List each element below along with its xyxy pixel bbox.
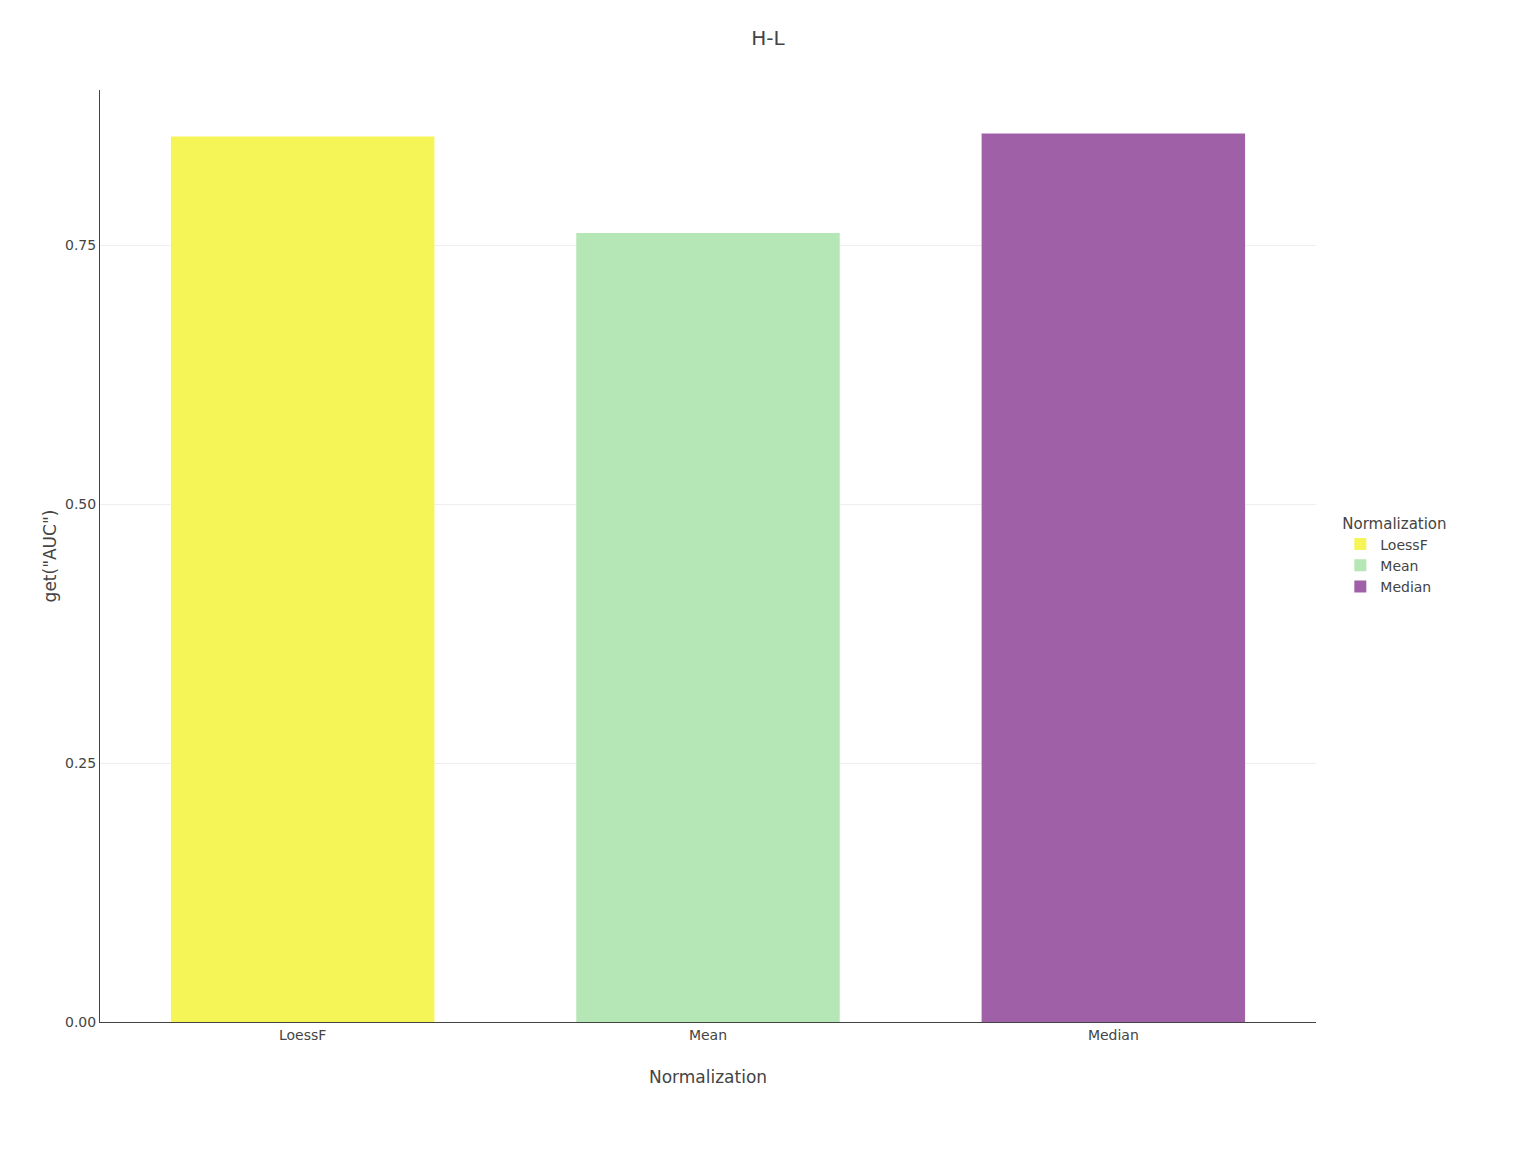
svg-text:Mean: Mean [689, 1027, 727, 1043]
svg-text:0.75: 0.75 [65, 237, 96, 253]
svg-text:Normalization: Normalization [1342, 515, 1446, 533]
svg-text:H-L: H-L [751, 26, 785, 50]
svg-text:Median: Median [1088, 1027, 1139, 1043]
svg-text:Mean: Mean [1380, 558, 1418, 574]
svg-text:0.50: 0.50 [65, 496, 96, 512]
svg-text:0.00: 0.00 [65, 1014, 96, 1030]
svg-text:get("AUC"): get("AUC") [40, 510, 60, 603]
svg-text:0.25: 0.25 [65, 755, 96, 771]
svg-text:Normalization: Normalization [649, 1067, 767, 1087]
svg-text:LoessF: LoessF [279, 1027, 326, 1043]
svg-text:Median: Median [1380, 579, 1431, 595]
svg-text:LoessF: LoessF [1380, 537, 1427, 553]
